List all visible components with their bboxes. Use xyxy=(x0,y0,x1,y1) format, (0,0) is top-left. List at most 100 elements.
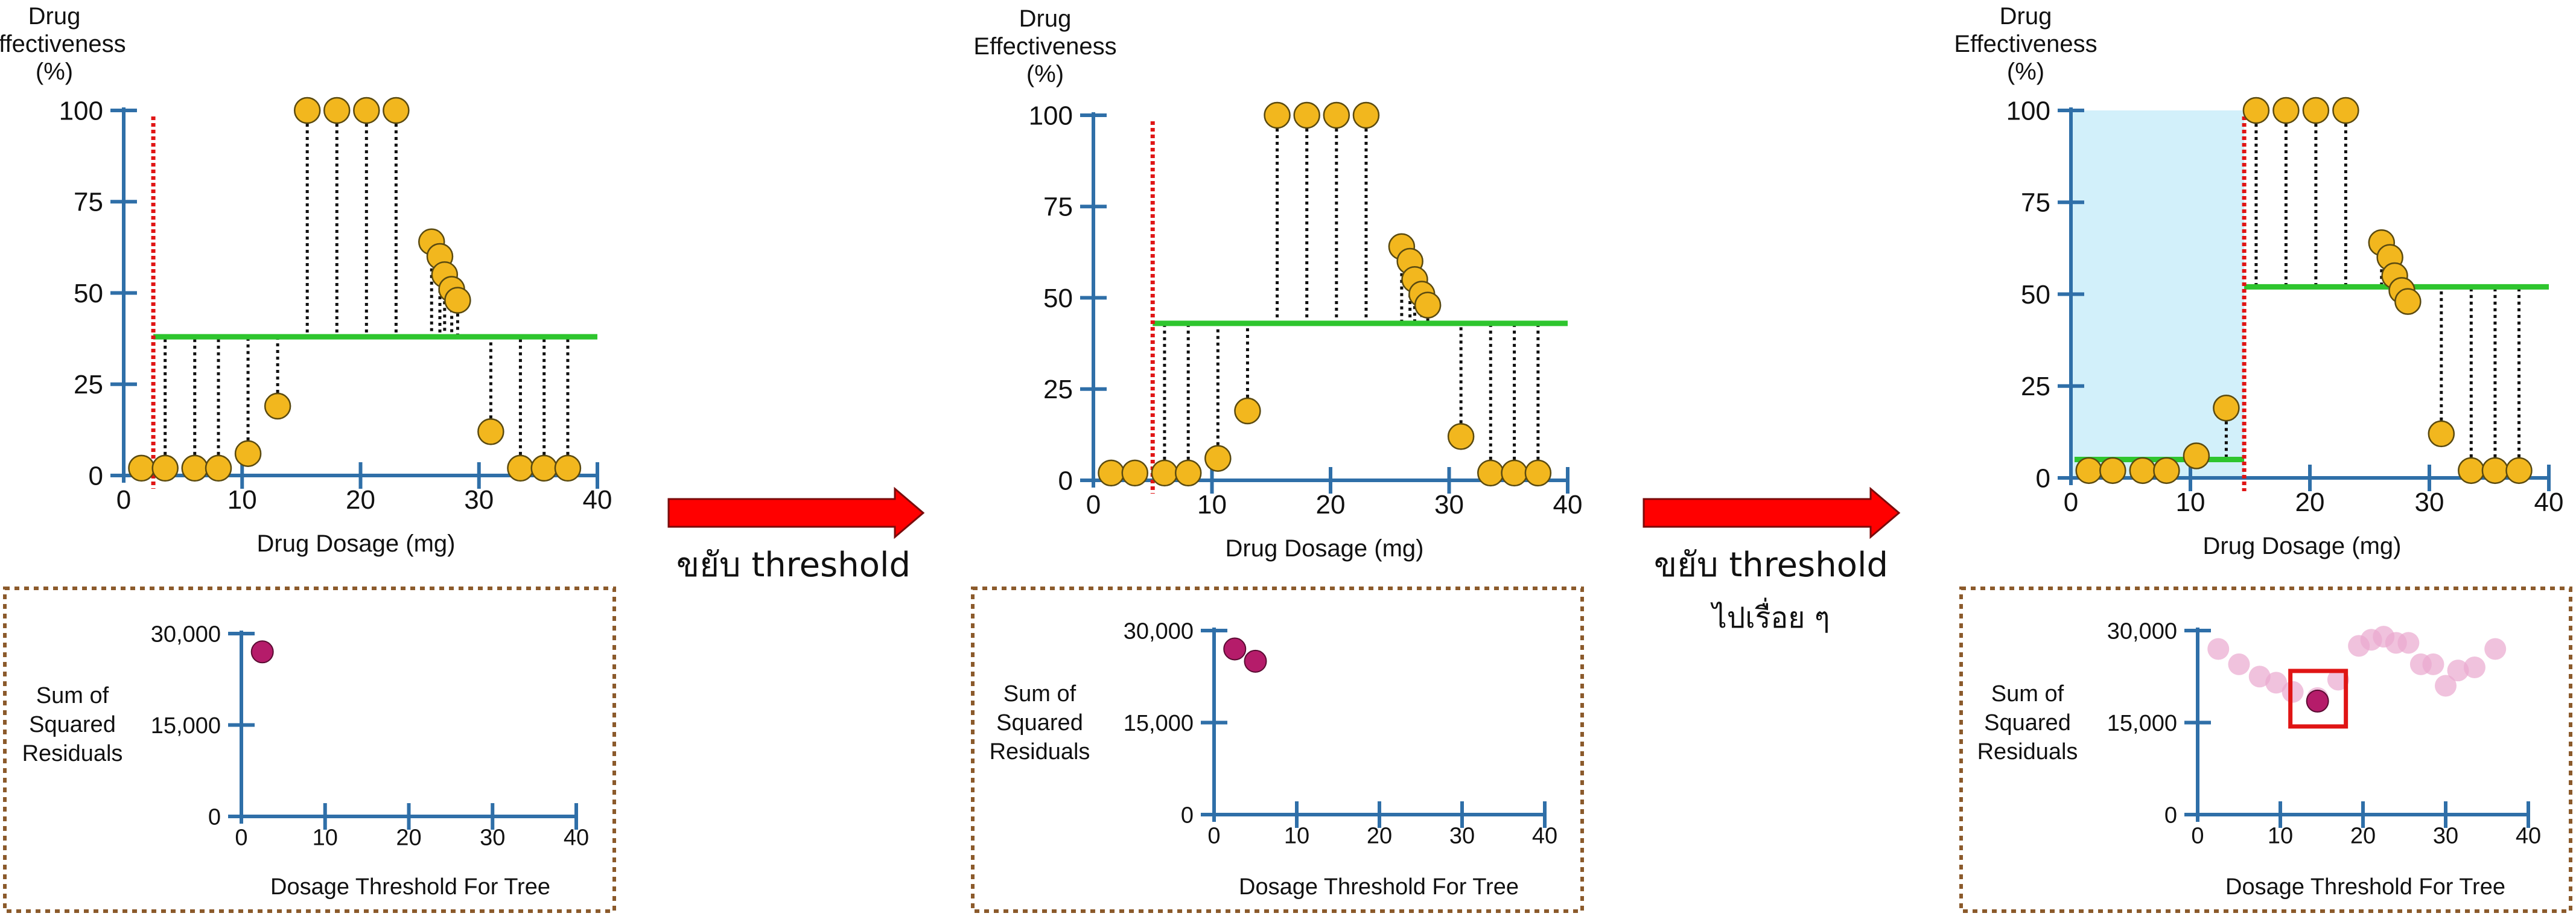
ssr-box-3: Sum of Squared Residuals 0 15,000 30,000 0 1… xyxy=(1959,587,2572,913)
top-3-x-tick-label: 20 xyxy=(2295,488,2325,517)
y-label-line1: Drug xyxy=(2000,3,2052,30)
ssr-faded-point xyxy=(2422,653,2444,675)
top-3-x-tick-label: 10 xyxy=(2176,488,2206,517)
ssr-faded-point xyxy=(2435,675,2457,697)
ssr-3-y-tick-label: 15,000 xyxy=(2107,711,2177,736)
best-threshold-highlight xyxy=(2288,669,2349,729)
top-3-y-tick-label: 50 xyxy=(2021,280,2050,310)
ssr-box-2: Sum of Squared Residuals 0 15,000 30,000 0 1… xyxy=(971,587,1584,913)
data-point xyxy=(1323,101,1350,129)
top-2-x-tick-label: 40 xyxy=(1553,490,1583,520)
data-point xyxy=(2458,457,2485,485)
ssr-3-x-tick-label: 20 xyxy=(2350,824,2376,849)
ssr-plot-1: 0 15,000 30,000 0 10 20 30 40 xyxy=(151,622,589,850)
effectiveness-panel-3: Drug Effectiveness (%) 0 25 50 75 100 0 10 20 30… xyxy=(1954,3,2563,559)
top-plot-1: 0 25 50 75 100 0 10 20 30 40 xyxy=(59,96,612,515)
top-3-y-tick-label: 25 xyxy=(2021,372,2050,401)
data-point xyxy=(2332,97,2359,124)
top-3-y-tick-label: 0 xyxy=(2036,463,2050,493)
data-point xyxy=(1174,459,1202,487)
data-point xyxy=(1293,101,1320,129)
y-label-line3: (%) xyxy=(36,59,73,85)
ssr-2-x-tick-label: 40 xyxy=(1532,824,1557,849)
ssr-1-x-tick-label: 20 xyxy=(396,825,421,851)
data-point xyxy=(2394,288,2422,315)
data-point xyxy=(1204,445,1232,472)
data-point xyxy=(293,97,321,124)
top-2-x-tick-label: 30 xyxy=(1434,490,1464,520)
ssr-label-line3: Residuals xyxy=(990,739,1090,765)
data-point xyxy=(234,440,262,467)
arrow-2-caption: ขยับ threshold xyxy=(1654,545,1888,585)
x-axis-label: Drug Dosage (mg) xyxy=(256,530,455,557)
ssr-faded-point xyxy=(2228,653,2250,675)
ssr-2-y-tick-label: 15,000 xyxy=(1124,711,1194,736)
data-point xyxy=(1098,459,1125,487)
ssr-point xyxy=(2306,689,2329,713)
ssr-box-border xyxy=(1959,587,2572,913)
data-point xyxy=(383,97,410,124)
ssr-label-line2: Squared xyxy=(29,712,116,737)
ssr-1-y-tick-label: 0 xyxy=(208,804,221,830)
ssr-faded-point xyxy=(2463,657,2485,678)
ssr-label-line3: Residuals xyxy=(22,741,123,766)
ssr-plot-2: 0 15,000 30,000 0 10 20 30 40 xyxy=(1124,618,1557,848)
ssr-faded-point xyxy=(2327,669,2349,691)
data-point xyxy=(530,454,558,482)
y-label-line2: Effectiveness xyxy=(1954,31,2097,57)
ssr-label-line1: Sum of xyxy=(36,683,109,708)
ssr-2-x-tick-label: 30 xyxy=(1449,824,1475,849)
data-point xyxy=(2272,97,2300,124)
data-point xyxy=(181,454,208,482)
y-label-line1: Drug xyxy=(1019,5,1072,32)
ssr-label-line2: Squared xyxy=(996,710,1083,736)
data-point xyxy=(1264,101,1291,129)
top-2-y-tick-label: 25 xyxy=(1043,375,1073,404)
data-point xyxy=(1524,459,1552,487)
y-label-line1: Drug xyxy=(28,3,81,30)
x-axis-label: Drug Dosage (mg) xyxy=(1225,535,1423,562)
arrow-right-icon xyxy=(667,486,925,539)
data-point xyxy=(205,454,232,482)
ssr-box-border xyxy=(3,587,616,913)
ssr-1-y-tick-label: 30,000 xyxy=(151,622,221,647)
data-point xyxy=(2302,97,2330,124)
data-point xyxy=(1234,397,1261,425)
ssr-3-y-tick-label: 0 xyxy=(2164,803,2177,828)
top-1-y-tick-label: 75 xyxy=(74,188,103,217)
ssr-1-x-tick-label: 0 xyxy=(235,825,247,851)
top-3-y-tick-label: 100 xyxy=(2006,96,2050,126)
ssr-3-y-tick-label: 30,000 xyxy=(2107,618,2177,644)
top-2-x-tick-label: 0 xyxy=(1086,490,1101,520)
ssr-x-axis-label: Dosage Threshold For Tree xyxy=(2225,874,2505,900)
effectiveness-panel-1: Drug Effectiveness (%) 0 25 50 75 100 0 10 20 30… xyxy=(0,3,612,557)
data-point xyxy=(2505,457,2533,485)
data-point xyxy=(264,392,291,420)
ssr-2-y-tick-label: 0 xyxy=(1181,803,1194,828)
data-point xyxy=(2481,457,2509,485)
top-1-x-tick-label: 30 xyxy=(464,485,494,515)
top-plot-3: 0 25 50 75 100 0 10 20 30 40 xyxy=(2006,96,2564,517)
ssr-faded-point xyxy=(2447,660,2469,682)
ssr-label-line3: Residuals xyxy=(1977,739,2078,765)
data-point xyxy=(2099,457,2126,485)
data-point xyxy=(2213,395,2240,422)
top-1-y-tick-label: 0 xyxy=(89,461,103,491)
arrow-1-caption: ขยับ threshold xyxy=(676,545,911,585)
top-3-x-tick-label: 30 xyxy=(2415,488,2444,517)
top-1-y-tick-label: 25 xyxy=(74,370,103,399)
ssr-1-y-tick-label: 15,000 xyxy=(151,713,221,739)
ssr-1-x-tick-label: 30 xyxy=(480,825,505,851)
ssr-1-x-tick-label: 10 xyxy=(313,825,338,851)
y-label-line3: (%) xyxy=(1026,61,1064,87)
top-1-x-tick-label: 0 xyxy=(116,485,131,515)
top-3-y-tick-label: 75 xyxy=(2021,188,2050,218)
ssr-faded-point xyxy=(2265,672,2288,694)
top-1-y-tick-label: 50 xyxy=(74,279,103,308)
data-point xyxy=(1477,459,1504,487)
top-3-x-tick-label: 40 xyxy=(2534,488,2564,517)
y-label-line3: (%) xyxy=(2007,59,2044,85)
data-point xyxy=(128,454,155,482)
arrow-2-caption-2: ไปเรื่อย ๆ xyxy=(1710,597,1830,635)
data-point xyxy=(323,97,351,124)
